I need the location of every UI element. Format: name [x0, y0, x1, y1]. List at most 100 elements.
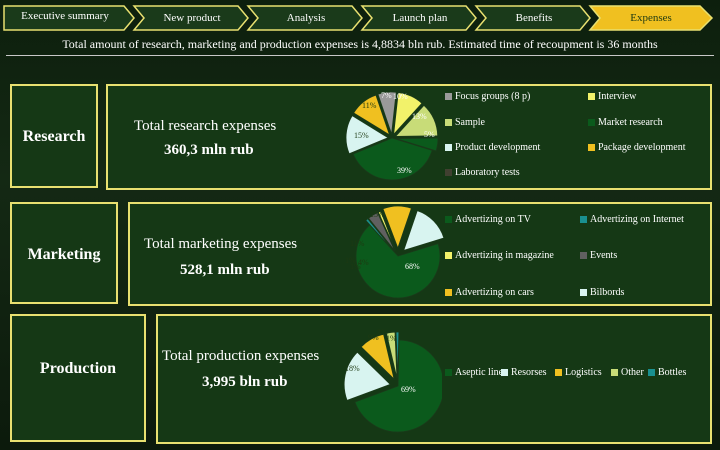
research-slice-label-3: 5%: [424, 130, 435, 139]
research-slice-label-1: 10%: [393, 92, 408, 101]
marketing-legend-item-3: Events: [580, 250, 617, 261]
research-legend-text-0: Focus groups (8 p): [455, 91, 531, 102]
production-legend-item-1: Resorses: [501, 367, 547, 378]
production-legend-text-1: Resorses: [511, 367, 547, 378]
production-slice-label-2: 9%: [368, 333, 379, 342]
nav-tab-new-product[interactable]: New product: [163, 12, 221, 24]
nav-tab-launch-plan[interactable]: Launch plan: [392, 12, 448, 24]
marketing-slice-label-4: 11%: [350, 239, 365, 248]
production-pie-slice-4: [395, 331, 400, 379]
research-pie-slice-4: [352, 137, 433, 181]
marketing-legend-swatch-0: [445, 216, 452, 224]
marketing-legend-text-4: Advertizing on cars: [455, 287, 534, 298]
research-slice-label-2: 13%: [412, 112, 427, 121]
research-legend-text-1: Interview: [598, 91, 637, 102]
production-value: 3,995 bln rub: [202, 374, 288, 390]
research-tag: Research: [10, 84, 98, 188]
research-legend-item-0: Focus groups (8 p): [445, 91, 530, 102]
marketing-legend-item-4: Advertizing on cars: [445, 287, 534, 298]
marketing-legend-swatch-4: [445, 289, 452, 297]
nav-tab-analysis[interactable]: Analysis: [286, 12, 326, 24]
production-pie: [343, 331, 442, 433]
production-legend-item-0: Aseptic line: [445, 367, 503, 378]
production-title: Total production expenses: [162, 348, 320, 364]
marketing-pie: [355, 206, 444, 299]
marketing-legend-item-5: Bilbords: [580, 287, 624, 298]
production-legend-item-4: Bottles: [648, 367, 686, 378]
nav-tab-new-product-shape[interactable]: [132, 5, 249, 31]
marketing-legend-item-0: Advertizing on TV: [445, 214, 531, 225]
production-label: Production: [39, 360, 117, 377]
nav-tab-expenses-shape[interactable]: [588, 5, 714, 31]
production-slice-label-1: 18%: [345, 364, 360, 373]
research-value: 360,3 mln rub: [164, 142, 254, 158]
marketing-slice-label-2: 4%: [358, 258, 369, 267]
nav-tab-benefits[interactable]: Benefits: [515, 12, 553, 24]
research-pie: [345, 91, 439, 181]
research-title: Total research expenses: [134, 118, 277, 134]
research-legend-item-6: Laboratory tests: [445, 167, 520, 178]
marketing-legend-text-5: Bilbords: [590, 287, 625, 298]
production-legend-swatch-1: [501, 369, 508, 377]
marketing-legend-swatch-5: [580, 289, 587, 297]
research-slice-label-0: 7%: [381, 91, 392, 100]
nav-tab-benefits-shape[interactable]: [474, 5, 591, 31]
nav-tab-launch-plan-shape[interactable]: [360, 5, 477, 31]
marketing-pie-slice-0: [355, 224, 441, 299]
marketing-pie-slice-1: [365, 218, 395, 252]
marketing-tag: Marketing: [10, 202, 118, 304]
research-legend-item-2: Sample: [445, 117, 485, 128]
production-pie-slice-0: [354, 339, 442, 433]
production-legend-swatch-2: [555, 369, 562, 377]
marketing-pie-slice-4: [382, 206, 412, 250]
production-pie-slice-1: [343, 351, 391, 401]
research-legend-item-1: Interview: [588, 91, 636, 102]
headline: Total amount of research, marketing and …: [62, 37, 658, 51]
research-pie-slice-0: [377, 91, 397, 135]
nav-tab-executive-summary-shape[interactable]: [3, 5, 135, 31]
research-legend-item-5: Package development: [588, 142, 685, 153]
research-legend-swatch-5: [588, 144, 595, 152]
research-legend-swatch-2: [445, 119, 452, 127]
marketing-slice-label-0: 68%: [405, 262, 420, 271]
research-pie-slice-5: [345, 115, 389, 155]
marketing-slice-label-1: 1%: [345, 256, 356, 265]
production-legend-text-0: Aseptic line: [455, 367, 504, 378]
research-slice-label-5: 15%: [354, 131, 369, 140]
marketing-legend-item-2: Advertizing in magazine: [445, 250, 554, 261]
production-legend-text-4: Bottles: [658, 367, 687, 378]
nav-tab-analysis-shape[interactable]: [246, 5, 363, 31]
nav-tab-expenses[interactable]: Expenses: [630, 12, 672, 24]
research-label: Research: [22, 128, 86, 145]
production-legend-swatch-0: [445, 369, 452, 377]
marketing-legend-text-0: Advertizing on TV: [455, 214, 531, 225]
research-slice-label-6: 11%: [362, 101, 377, 110]
marketing-legend-text-3: Events: [590, 250, 618, 261]
production-tag: Production: [10, 314, 146, 442]
research-legend-swatch-1: [588, 93, 595, 101]
marketing-legend-text-2: Advertizing in magazine: [455, 250, 554, 261]
research-legend-swatch-6: [445, 169, 452, 177]
marketing-slice-label-5: 15%: [370, 210, 385, 219]
production-legend-swatch-3: [611, 369, 618, 377]
research-pie-slice-3: [395, 137, 439, 152]
research-pie-slice-2: [394, 104, 439, 137]
marketing-value: 528,1 mln rub: [180, 262, 270, 278]
research-legend-text-2: Sample: [455, 117, 485, 128]
production-slice-label-4: 1%: [386, 334, 397, 343]
research-slice-label-4: 39%: [397, 166, 412, 175]
research-legend-text-4: Product development: [455, 142, 541, 153]
production-slice-label-3: 3%: [377, 328, 388, 337]
production-legend-text-2: Logistics: [565, 367, 602, 378]
marketing-legend-swatch-3: [580, 252, 587, 260]
nav-tab-executive-summary[interactable]: Executive summary: [21, 10, 109, 22]
production-legend-text-3: Other: [621, 367, 644, 378]
research-legend-text-3: Market research: [598, 117, 663, 128]
research-pie-slice-6: [353, 94, 391, 136]
marketing-legend-swatch-2: [445, 252, 452, 260]
research-legend-text-6: Laboratory tests: [455, 167, 520, 178]
divider: [6, 55, 714, 56]
nav-chevrons: [3, 5, 714, 31]
production-legend-item-2: Logistics: [555, 367, 602, 378]
production-slice-label-0: 69%: [401, 385, 416, 394]
